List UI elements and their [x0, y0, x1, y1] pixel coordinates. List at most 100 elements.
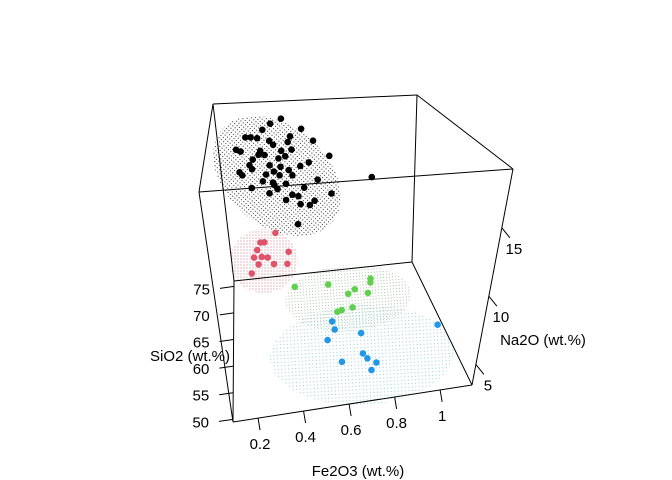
y-tick-label: 55	[193, 388, 210, 405]
box-edge	[232, 280, 235, 423]
x-tick	[439, 389, 443, 403]
data-point-series-1	[300, 184, 308, 191]
data-point-series-3	[344, 290, 352, 298]
data-point-series-4	[328, 318, 336, 325]
data-point-series-1	[309, 137, 317, 144]
data-point-series-4	[373, 359, 380, 366]
data-point-series-2	[264, 254, 271, 261]
data-point-series-1	[266, 162, 273, 169]
y-tick	[219, 365, 234, 369]
y-tick	[219, 312, 234, 316]
data-point-series-1	[277, 147, 285, 155]
data-point-series-1	[276, 172, 283, 179]
data-point-series-1	[259, 178, 267, 185]
box-edge	[212, 94, 418, 105]
y-tick	[219, 392, 234, 396]
y-tick-label: 75	[193, 281, 210, 298]
box-edge	[232, 384, 473, 423]
y-tick-label: 70	[193, 308, 210, 325]
data-point-series-1	[297, 125, 305, 133]
data-point-series-1	[285, 166, 293, 174]
data-point-series-4	[357, 329, 365, 337]
data-point-series-1	[277, 163, 284, 171]
data-point-series-1	[295, 192, 302, 200]
x-tick	[348, 403, 352, 417]
box-edge	[416, 94, 514, 170]
z-tick	[475, 364, 485, 375]
data-point-series-1	[277, 115, 285, 122]
y-tick-label: 65	[193, 335, 210, 352]
data-point-series-1	[237, 148, 244, 155]
data-point-series-1	[255, 151, 262, 158]
box-edge	[411, 261, 473, 386]
data-point-series-2	[272, 229, 279, 237]
data-point-series-1	[270, 168, 278, 175]
data-point-series-2	[253, 246, 261, 254]
data-point-series-3	[291, 283, 299, 291]
data-point-series-3	[364, 289, 372, 297]
box-edge	[471, 168, 514, 386]
x-tick-label: 1	[438, 408, 446, 425]
y-tick	[218, 418, 234, 422]
z-tick-label: 15	[505, 241, 522, 258]
data-point-series-1	[262, 171, 270, 178]
x-tick-label: 0.6	[341, 422, 362, 439]
data-point-series-4	[324, 336, 331, 344]
x-tick	[257, 418, 261, 431]
data-point-series-2	[248, 270, 256, 277]
x-tick	[394, 396, 398, 410]
x-tick-label: 0.2	[250, 436, 271, 453]
data-point-series-2	[284, 260, 291, 268]
data-point-series-1	[269, 179, 277, 186]
y-tick-label: 60	[193, 361, 210, 378]
box-edge	[212, 103, 235, 282]
data-point-series-2	[255, 261, 262, 268]
data-point-series-1	[281, 152, 289, 160]
axis-ticks: 0.2 0.4 0.6 0.8 1 50 55 60 65 70 75 5 10 15	[192, 227, 522, 453]
data-point-series-1	[289, 172, 296, 179]
data-point-series-3	[334, 308, 341, 316]
z-tick	[488, 295, 498, 307]
data-point-series-3	[367, 279, 374, 286]
box-edge	[198, 103, 214, 193]
data-point-series-1	[248, 165, 256, 173]
data-point-series-4	[338, 358, 346, 366]
data-point-series-4	[331, 326, 339, 333]
y-tick-label: 50	[192, 414, 209, 431]
data-point-series-1	[289, 191, 296, 198]
data-point-series-1	[239, 172, 246, 179]
data-point-series-1	[326, 152, 333, 160]
data-point-series-4	[359, 350, 367, 357]
data-point-series-2	[270, 260, 278, 268]
data-point-series-2	[258, 253, 266, 261]
data-point-series-1	[288, 146, 295, 153]
data-point-series-4	[368, 366, 375, 374]
y-axis-title: SiO2 (wt.%)	[150, 348, 230, 365]
box-edge	[411, 94, 418, 263]
box-edge	[233, 261, 413, 282]
data-point-series-1	[266, 190, 273, 197]
data-point-series-1	[242, 134, 249, 141]
data-point-series-1	[286, 133, 294, 140]
x-axis-title: Fe2O3 (wt.%)	[312, 463, 405, 480]
data-point-series-4	[434, 321, 441, 329]
data-point-series-1	[297, 162, 304, 170]
bounding-box	[198, 94, 514, 423]
data-point-series-1	[311, 197, 318, 204]
data-point-series-1	[368, 173, 376, 181]
data-point-series-1	[294, 220, 302, 228]
data-point-series-1	[266, 120, 274, 127]
data-point-series-2	[250, 254, 258, 261]
data-point-series-1	[305, 159, 313, 166]
data-point-series-3	[324, 281, 332, 288]
data-point-series-1	[269, 141, 277, 149]
data-point-series-1	[253, 134, 261, 142]
data-point-series-1	[284, 138, 292, 146]
data-point-series-1	[275, 155, 282, 162]
data-point-series-1	[314, 176, 322, 183]
z-tick-label: 10	[493, 309, 510, 326]
data-point-series-1	[248, 184, 256, 192]
data-point-series-2	[285, 248, 292, 256]
ellipsoid-red	[230, 229, 298, 293]
